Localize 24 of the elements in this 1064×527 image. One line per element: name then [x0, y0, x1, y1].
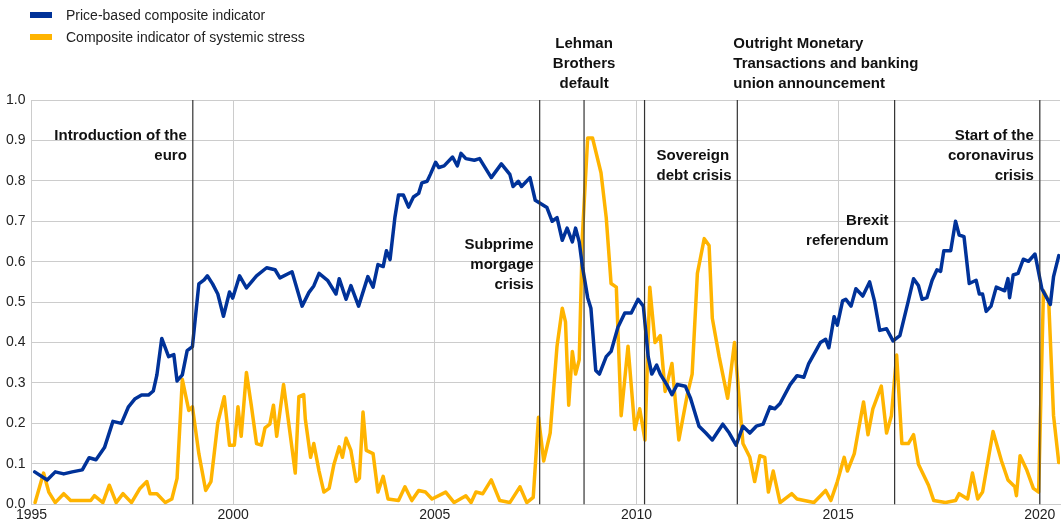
legend-label: Composite indicator of systemic stress [66, 28, 305, 47]
x-tick-label: 2010 [620, 506, 653, 523]
y-tick-label: 0.5 [5, 292, 26, 309]
y-tick-label: 0.8 [5, 171, 26, 188]
x-tick-label: 2015 [822, 506, 854, 523]
ref-line-label: Introduction of the euro [54, 125, 187, 163]
legend-label: Price-based composite indicator [66, 6, 266, 25]
y-tick-label: 0.2 [5, 414, 26, 431]
x-tick-label: 2005 [419, 506, 451, 523]
x-tick-label: 2000 [217, 506, 249, 523]
ref-line-label: Lehman Brothers default [552, 33, 616, 91]
y-tick-label: 1.0 [5, 90, 26, 107]
ref-line-label: Start of the coronavirus crisis [947, 125, 1034, 183]
y-tick-label: 0.6 [5, 252, 26, 269]
y-tick-label: 0.1 [5, 454, 26, 471]
ref-line-label: Subprime morgage crisis [464, 235, 534, 293]
ref-line-label: Brexit referendum [806, 210, 889, 248]
y-tick-label: 0.9 [5, 131, 26, 148]
x-tick-label: 2020 [1024, 506, 1056, 523]
y-tick-label: 0.7 [5, 212, 26, 229]
y-tick-label: 0.3 [5, 373, 26, 390]
y-tick-label: 0.4 [5, 333, 26, 350]
ref-line-label: Outright Monetary Transactions and banking union announcement [733, 33, 919, 91]
ref-line-label: Sovereign debt crisis [656, 146, 732, 184]
